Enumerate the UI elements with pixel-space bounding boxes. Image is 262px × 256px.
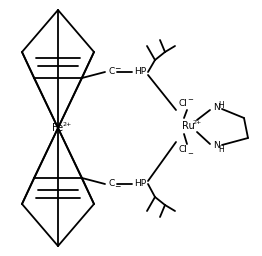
Text: HP: HP	[134, 179, 146, 188]
Text: −: −	[114, 65, 120, 73]
Text: H: H	[218, 144, 224, 154]
Text: H: H	[218, 101, 224, 110]
Text: N: N	[213, 103, 219, 112]
Text: −: −	[114, 183, 120, 191]
Text: HP: HP	[134, 68, 146, 77]
Text: C: C	[109, 179, 115, 188]
Text: 2+: 2+	[192, 120, 202, 124]
Text: Cl: Cl	[179, 145, 187, 155]
Text: 2+: 2+	[62, 122, 72, 126]
Text: N: N	[213, 142, 219, 151]
Text: C: C	[109, 68, 115, 77]
Text: Cl: Cl	[179, 100, 187, 109]
Text: Ru: Ru	[182, 121, 194, 131]
Text: −: −	[187, 97, 193, 103]
Text: −: −	[187, 151, 193, 157]
Text: Fe: Fe	[52, 123, 64, 133]
